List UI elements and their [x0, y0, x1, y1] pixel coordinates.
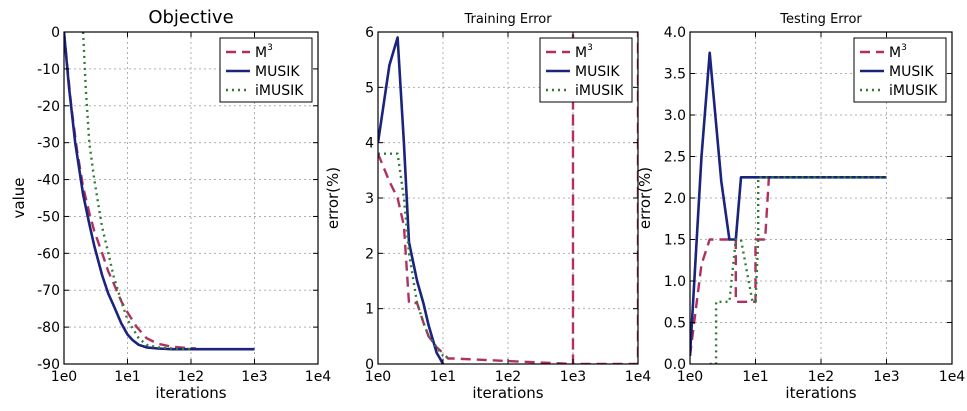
series-line-m: [64, 32, 197, 350]
legend-label: iMUSIK: [889, 83, 938, 99]
x-tick-label: 1e2: [808, 369, 834, 385]
x-tick-label: 1e0: [677, 369, 703, 385]
x-tick-label: 1e0: [51, 369, 77, 385]
y-tick-label: -80: [37, 320, 60, 336]
series-line-m: [690, 176, 887, 356]
legend-label: MUSIK: [255, 64, 300, 80]
legend-label-superscript: 3: [267, 43, 273, 53]
x-tick-label: 1e4: [939, 369, 966, 385]
y-tick-label: -10: [37, 62, 60, 78]
x-axis-label: iterations: [155, 384, 226, 402]
y-tick-label: 6: [365, 25, 374, 41]
chart-title: Testing Error: [779, 12, 862, 27]
series-line-imusik: [81, 32, 192, 351]
legend-label: iMUSIK: [255, 83, 304, 99]
series-line-musik: [64, 32, 255, 351]
x-tick-label: 1e3: [873, 369, 899, 385]
x-tick-label: 1e2: [178, 369, 204, 385]
series-line-imusik: [378, 152, 449, 360]
y-tick-label: -90: [37, 357, 60, 373]
series-line-musik: [690, 51, 887, 356]
legend-label: MUSIK: [575, 64, 620, 80]
x-tick-label: 1e1: [742, 369, 768, 385]
y-tick-label: 0.0: [664, 357, 686, 373]
y-tick-label: 0.5: [664, 316, 686, 332]
x-tick-label: 1e3: [241, 369, 267, 385]
y-tick-label: 3: [365, 191, 374, 207]
y-tick-label: -40: [37, 173, 60, 189]
y-axis-label: value: [10, 178, 28, 219]
x-tick-label: 1e1: [114, 369, 140, 385]
y-tick-label: -70: [37, 283, 60, 299]
y-tick-label: 4.0: [664, 25, 686, 41]
x-tick-label: 1e0: [365, 369, 391, 385]
y-tick-label: 5: [365, 80, 374, 96]
chart-0: 1e0 1e1 1e2 1e3 1e4 -90 -80 -70 -60 -50 -40 -30 -20 -…: [10, 7, 331, 402]
y-tick-label: 1: [365, 302, 374, 318]
x-axis-label: iterations: [472, 384, 543, 402]
y-tick-label: -50: [37, 209, 60, 225]
y-tick-label: 0: [365, 357, 374, 373]
y-tick-label: -60: [37, 246, 60, 262]
y-axis-label: error(%): [324, 167, 342, 229]
series-line-imusik: [709, 176, 887, 364]
legend-label: iMUSIK: [575, 83, 624, 99]
y-axis-label: error(%): [636, 167, 654, 229]
x-tick-label: 1e1: [430, 369, 456, 385]
y-tick-label: 2: [365, 246, 374, 262]
y-tick-label: 0: [51, 25, 60, 41]
chart-title: Training Error: [463, 12, 552, 27]
y-tick-label: 3.0: [664, 108, 686, 124]
x-axis-label: iterations: [785, 384, 856, 402]
series-line-musik: [378, 36, 445, 364]
y-tick-label: 1.0: [664, 274, 686, 290]
y-tick-label: 3.5: [664, 67, 686, 83]
y-tick-label: 2.5: [664, 150, 686, 166]
legend-label-superscript: 3: [901, 43, 907, 53]
x-tick-label: 1e4: [305, 369, 332, 385]
legend-label: MUSIK: [889, 64, 934, 80]
y-tick-label: 1.5: [664, 233, 686, 249]
chart-1: 1e0 1e1 1e2 1e3 1e4 0 1 2 3 4 5 6 Training Error iter…: [324, 12, 651, 402]
x-tick-label: 1e4: [625, 369, 652, 385]
y-tick-label: 4: [365, 136, 374, 152]
legend-label-superscript: 3: [587, 43, 593, 53]
chart-2: 1e0 1e1 1e2 1e3 1e4 0.0 0.5 1.0 1.5 2.0 2.5 3.0 3.5 4…: [636, 12, 965, 402]
x-tick-label: 1e3: [560, 369, 586, 385]
y-tick-label: -20: [37, 99, 60, 115]
chart-title: Objective: [148, 7, 233, 28]
y-tick-label: -30: [37, 136, 60, 152]
y-tick-label: 2.0: [664, 191, 686, 207]
x-tick-label: 1e2: [495, 369, 521, 385]
